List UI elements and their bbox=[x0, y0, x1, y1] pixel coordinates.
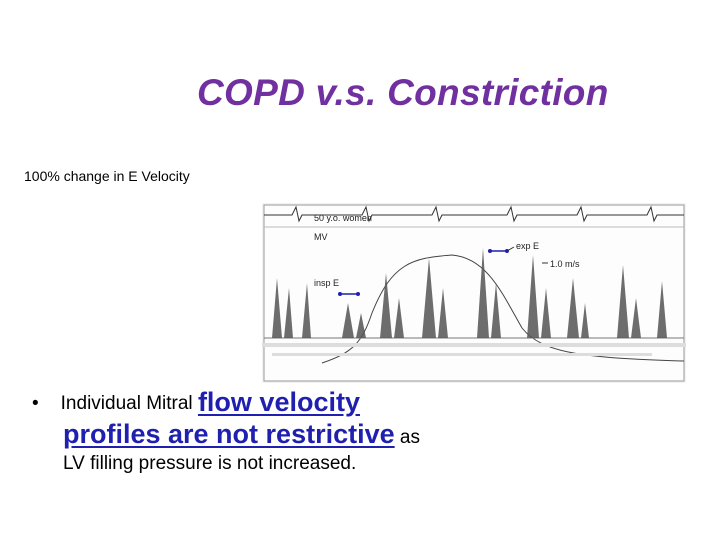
patient-label: 50 y.o. women bbox=[314, 213, 372, 223]
bullet-suffix: as bbox=[399, 427, 420, 448]
exp-e-label: exp E bbox=[516, 241, 539, 251]
insp-e-marker bbox=[338, 292, 360, 296]
bullet-line3: LV filling pressure is not increased. bbox=[63, 453, 357, 474]
insp-e-label: insp E bbox=[314, 278, 339, 288]
doppler-figure: 50 y.o. women MV 1.0 m/s bbox=[262, 203, 686, 383]
slide-title: COPD v.s. Constriction bbox=[197, 72, 609, 113]
scale-label: 1.0 m/s bbox=[550, 259, 580, 269]
exp-e-marker bbox=[488, 246, 515, 253]
highlight-line2: profiles are not restrictive bbox=[63, 419, 395, 449]
highlight-line1: flow velocity bbox=[197, 387, 360, 417]
ecg-trace bbox=[264, 205, 684, 223]
mv-label: MV bbox=[314, 232, 328, 242]
slide-subtitle: 100% change in E Velocity bbox=[24, 168, 190, 184]
bullet-prefix: Individual Mitral bbox=[60, 393, 193, 414]
bullet-dot: • bbox=[32, 393, 39, 414]
respiration-curve bbox=[321, 254, 685, 364]
doppler-envelopes bbox=[272, 248, 667, 338]
ghost-text bbox=[262, 343, 686, 356]
